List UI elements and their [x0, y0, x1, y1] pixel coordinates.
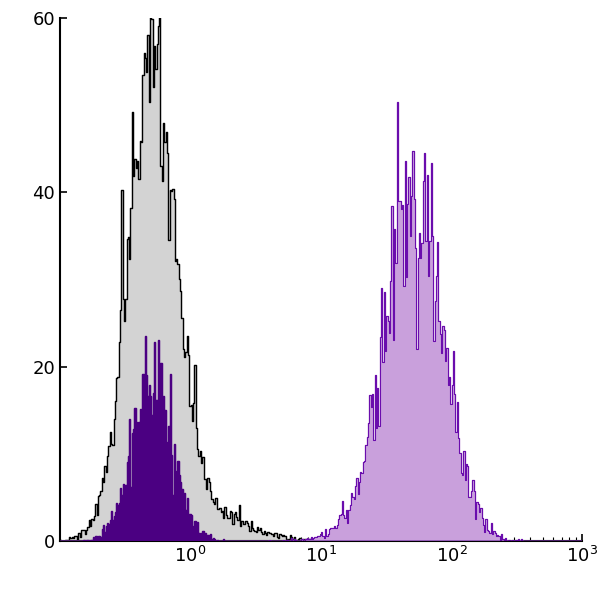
Polygon shape [60, 102, 582, 541]
Polygon shape [60, 0, 582, 541]
Polygon shape [60, 336, 582, 541]
